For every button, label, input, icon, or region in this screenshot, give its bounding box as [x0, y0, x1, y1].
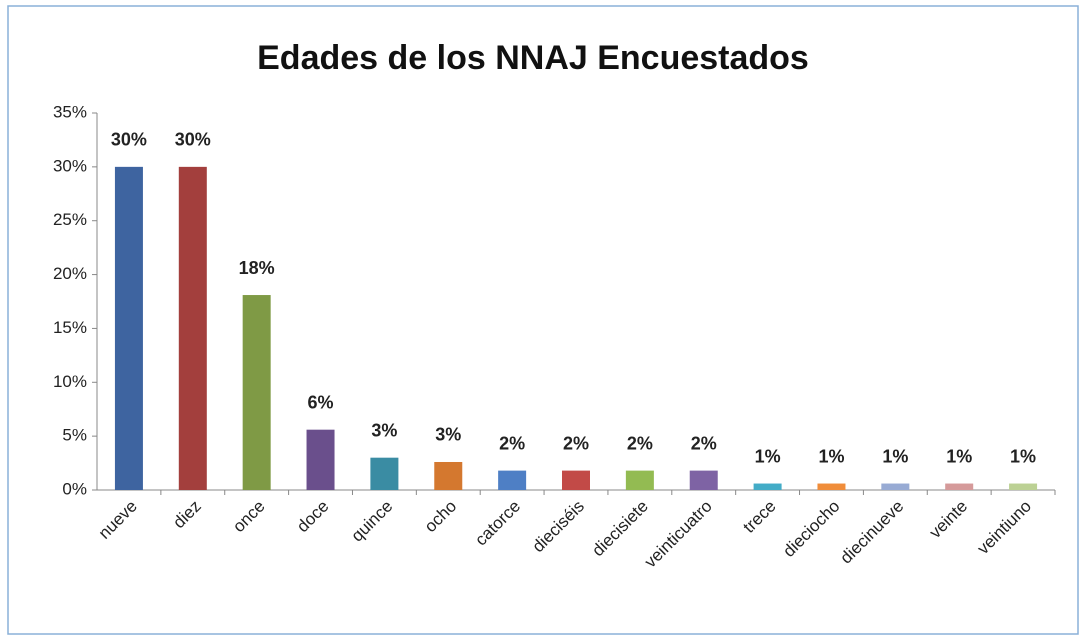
chart-title: Edades de los NNAJ Encuestados [257, 39, 809, 77]
value-label: 3% [435, 425, 461, 445]
bar [498, 470, 527, 490]
value-label: 1% [818, 446, 844, 466]
y-tick-label: 10% [53, 372, 87, 391]
bar [881, 483, 910, 490]
bar [753, 483, 782, 490]
bar [625, 470, 654, 490]
bar [562, 470, 590, 490]
y-tick-label: 30% [53, 156, 87, 175]
bar [306, 429, 335, 490]
bar [689, 470, 718, 490]
value-label: 1% [946, 446, 972, 466]
value-label: 1% [755, 446, 781, 466]
value-label: 2% [499, 433, 525, 453]
value-label: 18% [239, 258, 275, 278]
bar [434, 461, 463, 490]
bar [114, 166, 143, 490]
value-label: 2% [691, 433, 717, 453]
bar [242, 295, 271, 490]
bar [370, 457, 399, 490]
bar [1009, 483, 1038, 490]
value-label: 3% [371, 420, 397, 440]
value-label: 1% [1010, 446, 1036, 466]
value-label: 2% [627, 433, 653, 453]
y-tick-label: 25% [53, 210, 87, 229]
bar [817, 483, 846, 490]
y-tick-label: 0% [62, 479, 87, 498]
value-label: 6% [308, 392, 334, 412]
y-tick-label: 35% [53, 102, 87, 121]
value-label: 30% [111, 130, 147, 150]
value-label: 30% [175, 130, 211, 150]
y-tick-label: 20% [53, 264, 87, 283]
bar [945, 483, 974, 490]
y-tick-label: 5% [62, 426, 87, 445]
bar [178, 166, 207, 490]
y-tick-label: 15% [53, 318, 87, 337]
value-label: 1% [882, 446, 908, 466]
value-label: 2% [563, 433, 589, 453]
